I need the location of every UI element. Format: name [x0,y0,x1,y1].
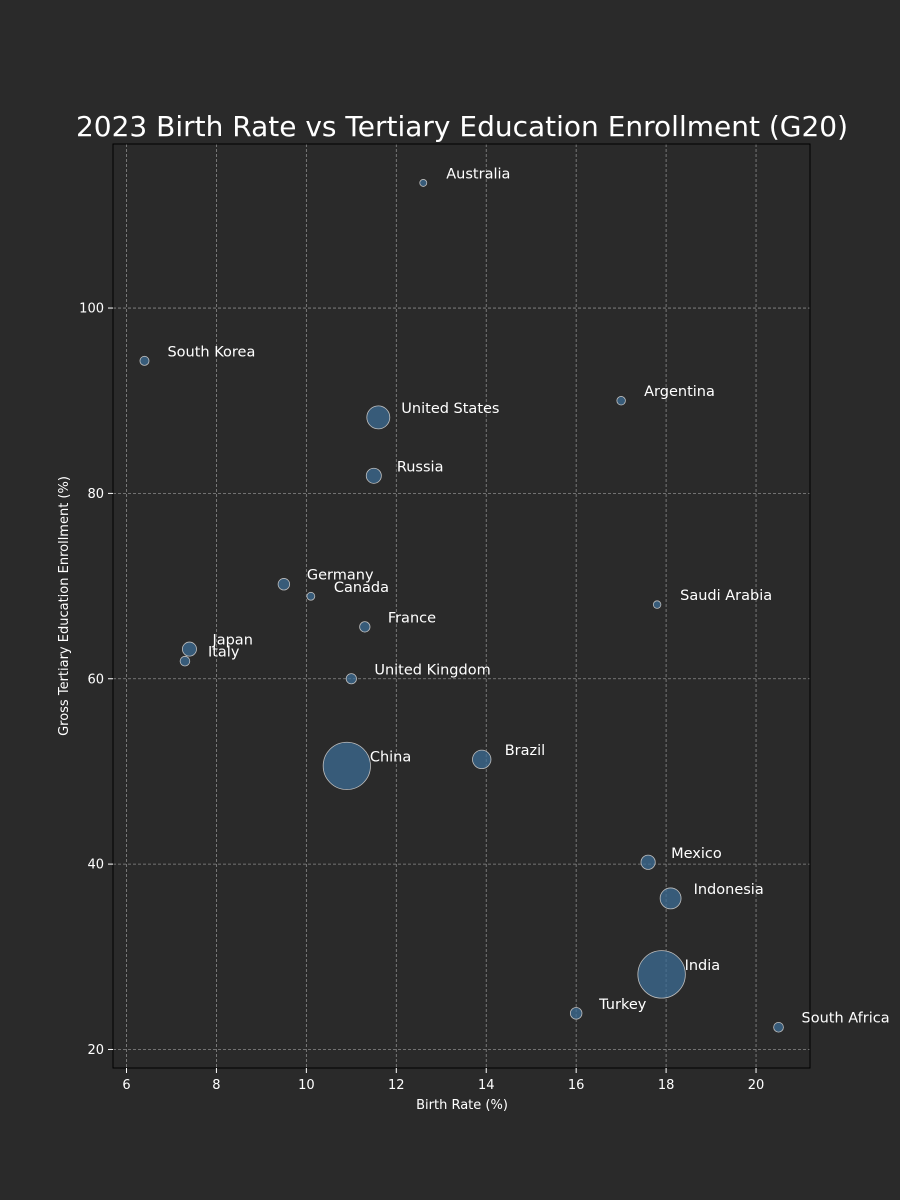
point-label-mexico: Mexico [671,846,722,862]
data-point-canada [306,591,316,601]
point-label-south-korea: South Korea [167,344,255,360]
y-tick-label: 60 [87,672,104,687]
plot-frame [112,143,811,1069]
data-point-south-korea [139,355,150,366]
x-tick-label: 14 [478,1078,495,1093]
x-tick-label: 20 [748,1078,765,1093]
point-label-india: India [685,958,721,974]
data-points [139,179,784,1033]
data-point-india [637,950,686,999]
data-point-brazil [472,749,492,770]
point-label-brazil: Brazil [505,743,545,759]
y-tick-label: 100 [79,302,104,317]
data-point-south-africa [773,1021,784,1033]
point-label-germany: Germany [307,568,374,584]
x-tick-label: 18 [658,1078,675,1093]
x-axis-label: Birth Rate (%) [416,1098,508,1113]
point-labels: Australia South Korea Argentina United Stat… [167,166,889,1026]
axis-ticks: 6 8 10 12 14 16 18 20 20 40 60 80 100 [79,302,764,1093]
x-tick-label: 10 [298,1078,315,1093]
chart-title: 2023 Birth Rate vs Tertiary Education En… [76,110,848,143]
data-point-saudi-arabia [652,600,662,609]
data-point-china [322,741,371,790]
point-label-united-states: United States [401,401,499,417]
y-tick-label: 40 [87,858,104,873]
x-tick-label: 12 [388,1078,405,1093]
point-label-japan: Japan [211,633,252,649]
point-label-canada: Canada [334,580,389,596]
point-label-saudi-arabia: Saudi Arabia [680,588,772,604]
x-tick-label: 16 [568,1078,585,1093]
data-point-russia [365,467,382,484]
point-label-russia: Russia [397,459,444,475]
data-point-germany [277,578,291,591]
point-label-argentina: Argentina [644,384,715,400]
data-point-italy [179,655,191,667]
data-point-france [359,621,371,633]
data-point-japan [182,641,197,657]
y-axis-label: Gross Tertiary Education Enrollment (%) [57,476,72,736]
data-point-indonesia [659,887,682,910]
y-tick-label: 20 [87,1043,104,1058]
point-label-south-africa: South Africa [802,1011,890,1027]
point-label-france: France [388,610,436,626]
data-point-argentina [616,396,626,406]
data-point-united-kingdom [345,673,357,685]
point-label-china: China [370,749,411,765]
point-label-australia: Australia [446,166,510,182]
y-tick-label: 80 [87,487,104,502]
x-tick-label: 8 [212,1078,220,1093]
data-point-turkey [569,1007,583,1020]
point-label-turkey: Turkey [598,997,647,1013]
data-point-united-states [366,405,391,430]
data-point-australia [419,179,428,187]
point-label-indonesia: Indonesia [694,882,764,898]
x-tick-label: 6 [122,1078,130,1093]
grid [113,144,810,1068]
point-label-italy: Italy [208,645,240,661]
point-label-united-kingdom: United Kingdom [374,662,490,678]
data-point-mexico [640,854,656,870]
